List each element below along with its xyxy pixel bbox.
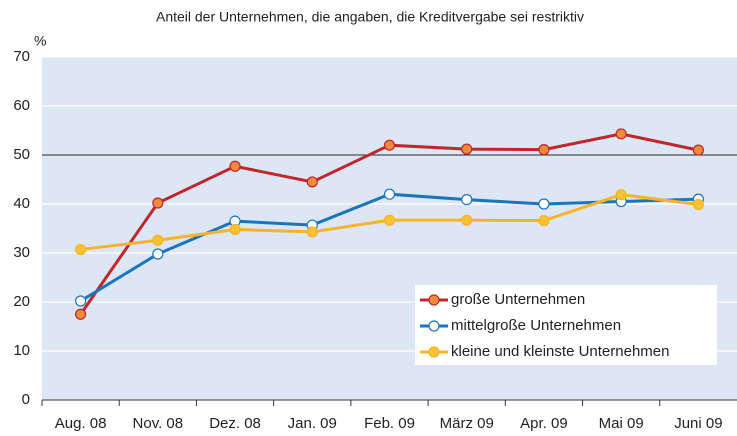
legend-label: mittelgroße Unternehmen	[451, 317, 621, 334]
marker	[383, 188, 396, 200]
y-tick-label: 50	[13, 146, 30, 163]
marker	[615, 128, 627, 140]
x-tick-label: Nov. 08	[133, 415, 184, 432]
x-tick-label: Apr. 09	[520, 415, 568, 432]
x-tick-label: Dez. 08	[209, 415, 261, 432]
y-unit: %	[34, 33, 46, 49]
y-tick-label: 0	[22, 391, 30, 408]
marker	[152, 197, 164, 209]
x-tick-label: Jan. 09	[288, 415, 337, 432]
y-tick-label: 70	[13, 48, 30, 65]
marker	[229, 223, 241, 236]
legend-label: große Unternehmen	[451, 291, 585, 308]
legend-label: kleine und kleinste Unternehmen	[451, 343, 669, 360]
marker	[538, 144, 550, 156]
chart-title: Anteil der Unternehmen, die angaben, die…	[156, 9, 584, 25]
legend-marker	[428, 346, 440, 358]
marker	[75, 308, 87, 320]
marker	[692, 198, 704, 211]
marker	[75, 243, 87, 256]
y-tick-label: 20	[13, 293, 30, 310]
marker	[152, 234, 164, 246]
y-tick-label: 60	[13, 97, 30, 114]
marker	[615, 189, 627, 201]
marker	[306, 176, 318, 188]
x-tick-label: März 09	[440, 415, 494, 432]
marker	[152, 248, 164, 260]
marker	[461, 193, 473, 206]
x-tick-label: Aug. 08	[55, 415, 107, 432]
marker	[306, 226, 318, 238]
y-tick-label: 10	[13, 342, 30, 359]
y-tick-label: 40	[13, 195, 30, 212]
marker	[461, 143, 473, 155]
marker	[383, 214, 396, 226]
legend-marker	[428, 320, 440, 332]
marker	[461, 214, 473, 226]
y-tick-label: 30	[13, 244, 30, 261]
marker	[692, 144, 704, 156]
legend-marker	[428, 294, 440, 306]
marker	[538, 198, 550, 210]
x-tick-label: Juni 09	[674, 415, 722, 432]
marker	[383, 139, 396, 151]
x-tick-label: Feb. 09	[364, 415, 415, 432]
marker	[229, 160, 241, 172]
marker	[538, 215, 550, 227]
x-tick-label: Mai 09	[599, 415, 644, 432]
marker	[75, 295, 87, 307]
legend-box	[415, 285, 717, 365]
